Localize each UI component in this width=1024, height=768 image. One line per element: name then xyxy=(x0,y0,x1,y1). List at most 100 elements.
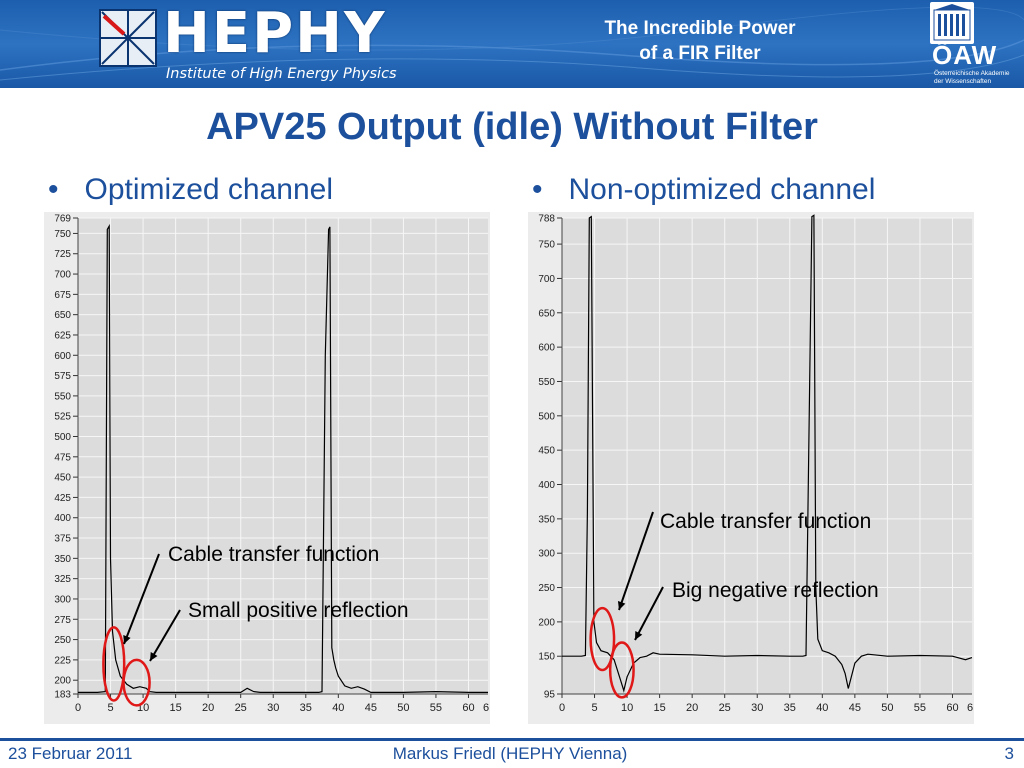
chart-0-y-tick-label: 769 xyxy=(54,214,71,225)
chart-0-highlight-ellipse xyxy=(122,658,151,707)
chart-0-y-tick-label: 375 xyxy=(54,534,71,545)
chart-1-y-tick-label: 450 xyxy=(538,446,555,457)
chart-1-x-tick-label: 45 xyxy=(849,702,861,714)
chart-1-y-tick-label: 700 xyxy=(538,274,555,285)
chart-1-y-tick-label: 600 xyxy=(538,343,555,354)
footer-page-number: 3 xyxy=(1004,744,1014,763)
chart-1-y-tick-label: 400 xyxy=(538,480,555,491)
chart-0-y-tick-label: 750 xyxy=(54,229,71,240)
chart-1-annotation-label: Big negative reflection xyxy=(672,579,879,602)
chart-0-x-tick-label: 55 xyxy=(430,702,442,714)
chart-0-y-tick-label: 475 xyxy=(54,452,71,463)
chart-0-x-tick-label: 60 xyxy=(462,702,474,714)
chart-0-y-tick-label: 500 xyxy=(54,432,71,443)
chart-1-x-tick-label: 5 xyxy=(591,702,597,714)
chart-0-x-tick-label: 40 xyxy=(332,702,344,714)
chart-0-annotation-label: Small positive reflection xyxy=(188,599,409,622)
chart-1-x-tick-label: 6 xyxy=(967,702,973,714)
bullet-dot-icon: • xyxy=(48,173,59,206)
oaw-logo[interactable]: ÖAW Österreichische Akademie der Wissens… xyxy=(930,2,1020,86)
chart-1-x-tick-label: 15 xyxy=(653,702,665,714)
oaw-subtitle: Österreichische Akademie der Wissenschaf… xyxy=(934,70,1010,85)
chart-1-y-tick-label: 788 xyxy=(538,214,555,225)
chart-0-x-tick-label: 50 xyxy=(397,702,409,714)
talk-title: The Incredible Power of a FIR Filter xyxy=(560,16,840,66)
talk-title-line-2: of a FIR Filter xyxy=(639,43,761,64)
chart-0-y-tick-label: 450 xyxy=(54,473,71,484)
chart-1-x-tick-label: 50 xyxy=(881,702,893,714)
chart-0-x-tick-label: 6 xyxy=(483,702,489,714)
chart-1-y-tick-label: 95 xyxy=(544,690,556,701)
chart-0-annotation-arrowhead xyxy=(150,652,158,661)
chart-0-y-tick-label: 675 xyxy=(54,290,71,301)
chart-0-x-tick-label: 35 xyxy=(300,702,312,714)
chart-0-y-tick-label: 183 xyxy=(54,690,71,701)
chart-1-x-tick-label: 60 xyxy=(946,702,958,714)
chart-1-y-tick-label: 200 xyxy=(538,617,555,628)
slide-title: APV25 Output (idle) Without Filter xyxy=(206,106,818,148)
chart-1-y-tick-label: 150 xyxy=(538,652,555,663)
chart-0-y-tick-label: 250 xyxy=(54,635,71,646)
hephy-logo-subtitle: Institute of High Energy Physics xyxy=(166,66,397,82)
chart-1-annotation-arrow xyxy=(634,586,664,641)
chart-0-y-tick-label: 550 xyxy=(54,391,71,402)
academy-building-icon xyxy=(930,2,974,44)
chart-optimized-channel: 7697507257006756506256005755505255004754… xyxy=(44,212,490,724)
chart-1-y-tick-label: 750 xyxy=(538,240,555,251)
chart-1-y-tick-label: 500 xyxy=(538,411,555,422)
chart-0-annotation-label: Cable transfer function xyxy=(168,543,379,566)
chart-0-x-tick-label: 5 xyxy=(107,702,113,714)
oaw-subtitle-line-2: der Wissenschaften xyxy=(934,77,992,85)
chart-0-x-tick-label: 20 xyxy=(202,702,214,714)
footer-author: Markus Friedl (HEPHY Vienna) xyxy=(392,744,628,763)
chart-0-y-tick-label: 325 xyxy=(54,574,71,585)
hephy-logo-text: HEPHY xyxy=(163,1,387,66)
chart-0-x-tick-label: 0 xyxy=(75,702,81,714)
chart-0-y-tick-label: 575 xyxy=(54,371,71,382)
chart-0-highlight-ellipse xyxy=(102,626,126,702)
bullet-right: • Non-optimized channel xyxy=(532,173,875,207)
chart-1-annotation-arrowhead xyxy=(617,601,626,610)
chart-1-x-tick-label: 20 xyxy=(686,702,698,714)
chart-0-y-tick-label: 300 xyxy=(54,594,71,605)
chart-0-annotation-arrow xyxy=(123,553,160,645)
chart-0-y-tick-label: 725 xyxy=(54,249,71,260)
bullet-left-text: Optimized channel xyxy=(84,173,333,206)
chart-1-annotation-arrow xyxy=(618,511,654,611)
chart-0-y-tick-label: 650 xyxy=(54,310,71,321)
chart-0-y-tick-label: 600 xyxy=(54,351,71,362)
chart-0-x-tick-label: 25 xyxy=(235,702,247,714)
chart-1-x-tick-label: 35 xyxy=(784,702,796,714)
chart-0-annotation-arrow xyxy=(149,609,181,662)
chart-0-x-tick-label: 30 xyxy=(267,702,279,714)
chart-0-y-tick-label: 200 xyxy=(54,676,71,687)
chart-1-x-tick-label: 0 xyxy=(559,702,565,714)
chart-1-y-tick-label: 300 xyxy=(538,549,555,560)
chart-0-y-tick-label: 525 xyxy=(54,412,71,423)
chart-1-y-tick-label: 350 xyxy=(538,514,555,525)
oaw-name: ÖAW xyxy=(932,40,998,70)
chart-0-y-tick-label: 700 xyxy=(54,270,71,281)
oaw-subtitle-line-1: Österreichische Akademie xyxy=(934,70,1010,77)
chart-0-y-tick-label: 625 xyxy=(54,330,71,341)
hephy-starburst-logo-icon xyxy=(99,9,157,67)
chart-1-highlight-ellipse xyxy=(608,641,635,699)
chart-1-y-tick-label: 250 xyxy=(538,583,555,594)
hephy-logo[interactable]: HEPHY Institute of High Energy Physics xyxy=(96,4,436,84)
chart-1-y-tick-label: 650 xyxy=(538,308,555,319)
chart-0-y-tick-label: 400 xyxy=(54,513,71,524)
header-bar: HEPHY Institute of High Energy Physics T… xyxy=(0,0,1024,88)
footer-date: 23 Februar 2011 xyxy=(8,744,133,763)
chart-1-x-tick-label: 10 xyxy=(621,702,633,714)
footer-divider xyxy=(0,738,1024,741)
bullet-left: • Optimized channel xyxy=(48,173,333,207)
chart-0-y-tick-label: 225 xyxy=(54,655,71,666)
chart-1-x-tick-label: 40 xyxy=(816,702,828,714)
chart-1-x-tick-label: 30 xyxy=(751,702,763,714)
chart-1-x-tick-label: 55 xyxy=(914,702,926,714)
plot-area xyxy=(78,218,488,694)
chart-0-annotation-arrowhead xyxy=(123,635,131,644)
chart-1-series-line xyxy=(562,214,973,693)
bullet-dot-icon: • xyxy=(532,173,543,206)
chart-0-series-line xyxy=(78,223,488,693)
